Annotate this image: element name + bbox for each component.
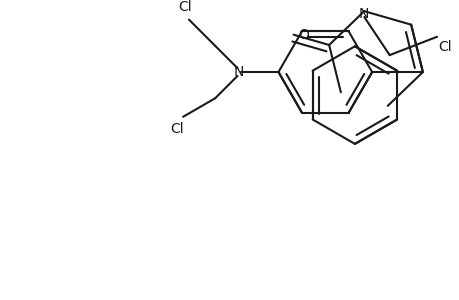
Text: Cl: Cl <box>170 122 184 136</box>
Text: Cl: Cl <box>437 40 451 54</box>
Text: Cl: Cl <box>178 0 191 14</box>
Text: N: N <box>233 65 243 79</box>
Text: N: N <box>358 7 369 21</box>
Text: O: O <box>297 28 308 42</box>
